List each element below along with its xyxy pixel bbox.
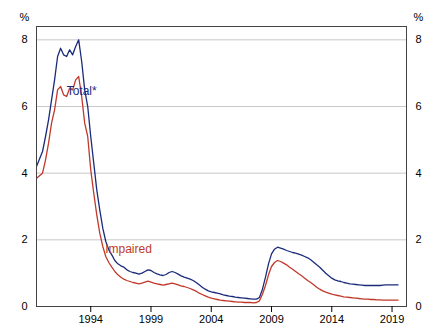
svg-text:2: 2 (416, 233, 422, 245)
svg-text:8: 8 (21, 33, 27, 45)
svg-text:8: 8 (416, 33, 422, 45)
svg-text:4: 4 (416, 167, 422, 179)
svg-text:Impaired: Impaired (105, 242, 152, 256)
svg-text:%: % (414, 11, 424, 23)
svg-text:2: 2 (21, 233, 27, 245)
svg-text:2004: 2004 (199, 313, 223, 325)
svg-text:4: 4 (21, 167, 27, 179)
svg-text:1994: 1994 (78, 313, 102, 325)
svg-text:Total*: Total* (67, 84, 97, 98)
svg-text:0: 0 (416, 300, 422, 312)
svg-text:0: 0 (21, 300, 27, 312)
svg-text:6: 6 (21, 100, 27, 112)
svg-text:%: % (20, 11, 30, 23)
svg-text:6: 6 (416, 100, 422, 112)
svg-text:1999: 1999 (139, 313, 163, 325)
svg-text:2014: 2014 (320, 313, 344, 325)
svg-text:2019: 2019 (380, 313, 404, 325)
svg-text:2009: 2009 (259, 313, 283, 325)
